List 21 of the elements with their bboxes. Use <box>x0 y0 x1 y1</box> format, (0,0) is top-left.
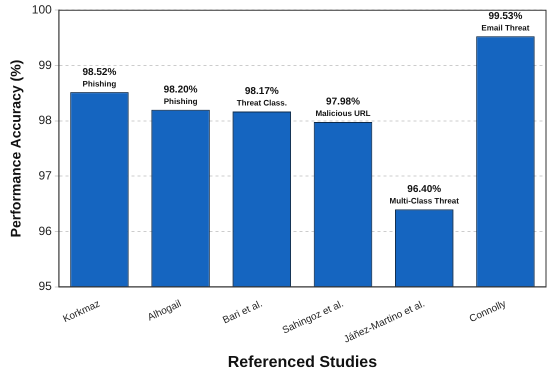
y-tick-label: 97 <box>38 168 52 182</box>
data-label: 98.52% <box>82 66 116 78</box>
annotation: Threat Class. <box>236 98 287 108</box>
annotation: Malicious URL <box>315 109 371 118</box>
data-label: 98.17% <box>244 86 279 98</box>
annotation: Email Threat <box>481 23 530 32</box>
x-tick-label: Bari et al. <box>221 298 264 326</box>
y-axis-title: Performance Accuracy (%) <box>7 60 24 238</box>
y-tick-label: 100 <box>32 2 52 17</box>
annotation: Multi-Class Threat <box>390 196 460 206</box>
annotation: Phishing <box>82 79 116 88</box>
y-tick-label: 98 <box>38 113 52 128</box>
y-tick-label: 99 <box>38 58 52 72</box>
data-label: 97.98% <box>326 96 360 108</box>
y-tick-label: 95 <box>38 279 52 294</box>
data-label: 99.53% <box>488 10 522 22</box>
x-axis-title: Referenced Studies <box>228 354 378 371</box>
data-label: 96.40% <box>407 184 442 196</box>
data-label: 98.20% <box>164 84 198 96</box>
annotation: Phishing <box>164 96 198 106</box>
y-tick-label: 96 <box>38 224 52 238</box>
